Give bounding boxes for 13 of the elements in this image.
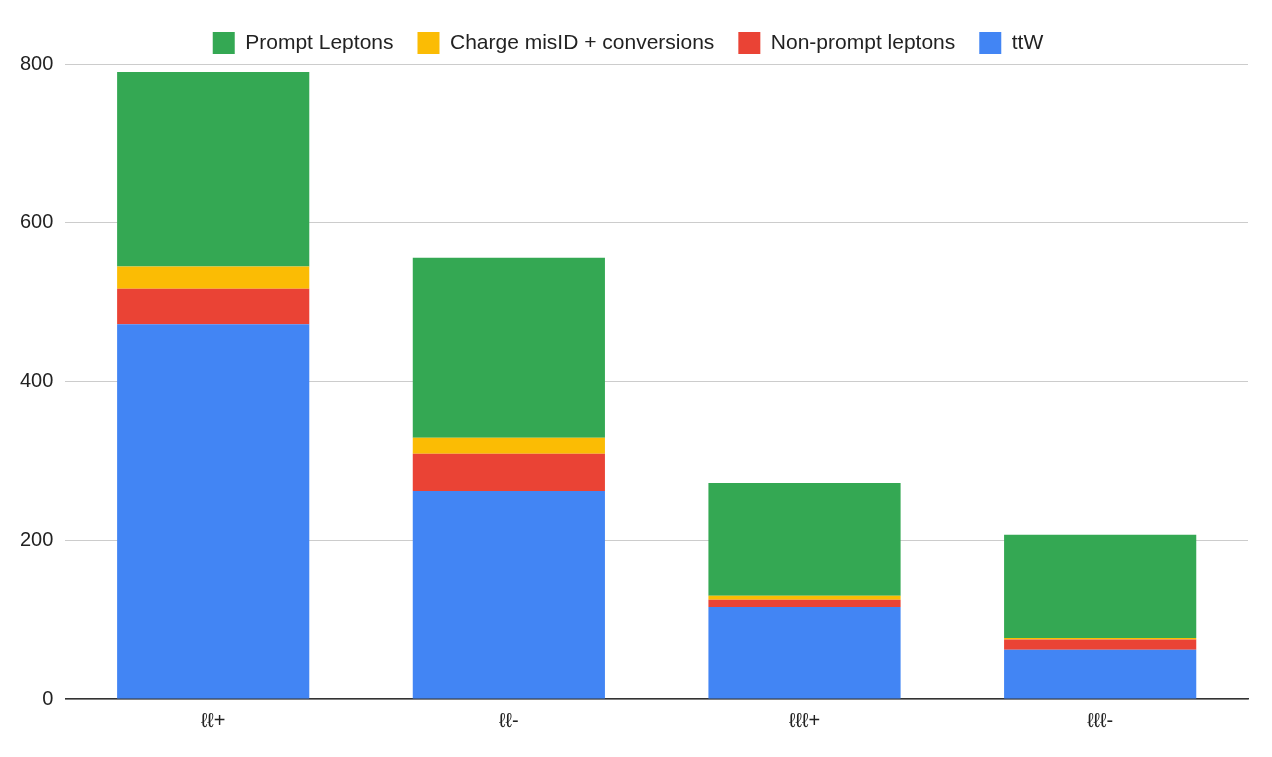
legend-label: Non-prompt leptons xyxy=(770,29,956,53)
y-tick-label: 0 xyxy=(42,686,54,709)
y-tick-label: 200 xyxy=(19,527,54,550)
x-tick-label: ℓℓℓ- xyxy=(1087,708,1114,731)
x-tick-label: ℓℓ- xyxy=(499,708,519,731)
x-tick-label: ℓℓ+ xyxy=(200,708,226,731)
x-tick-label: ℓℓℓ+ xyxy=(788,708,821,731)
y-tick-label: 800 xyxy=(19,51,54,74)
y-tick-label: 600 xyxy=(19,210,54,233)
y-tick-label: 400 xyxy=(19,369,54,392)
legend-label: Prompt Leptons xyxy=(245,29,394,53)
legend-label: Charge misID + conversions xyxy=(449,29,715,53)
legend-label: ttW xyxy=(1011,29,1044,53)
